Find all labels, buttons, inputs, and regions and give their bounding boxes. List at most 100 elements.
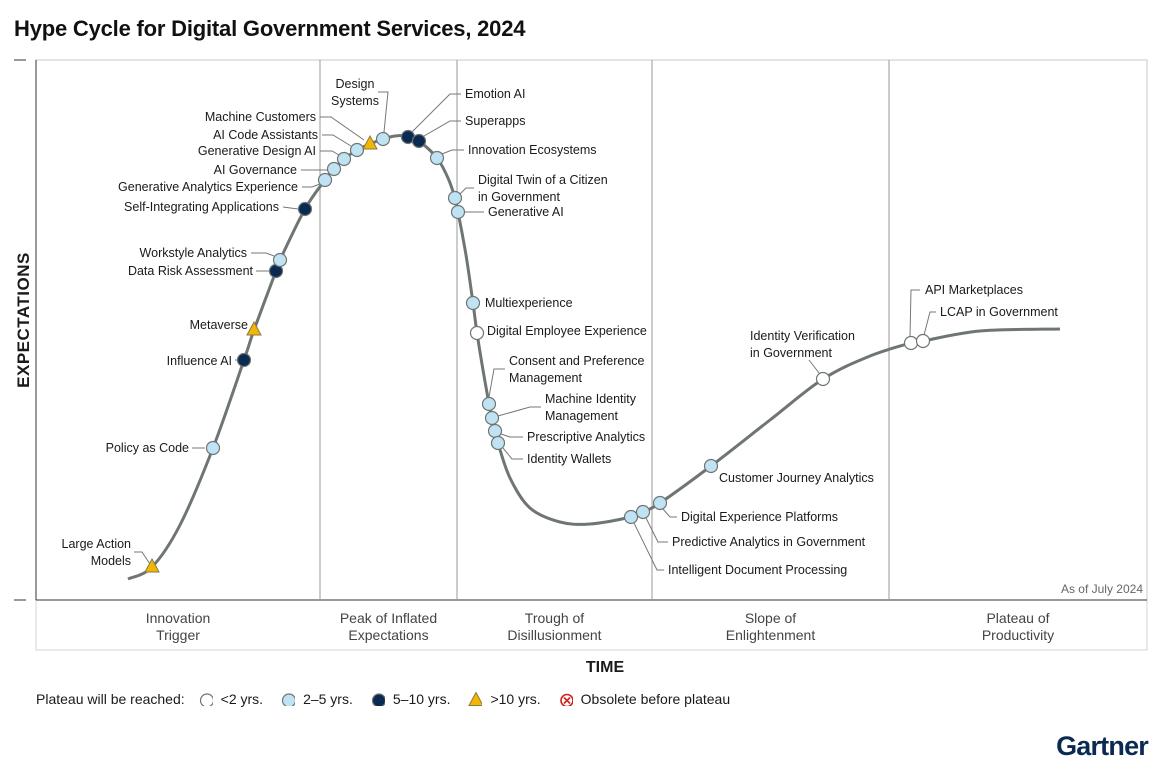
- technology-label: Multiexperience: [485, 296, 573, 310]
- leader-line: [282, 206, 299, 210]
- plot-frame: [14, 59, 1148, 651]
- technology-marker: [362, 134, 378, 150]
- page-title: Hype Cycle for Digital Government Servic…: [14, 16, 526, 41]
- technology-marker: [450, 204, 466, 220]
- technology-marker: [326, 161, 342, 177]
- legend-marker: [199, 693, 213, 706]
- technology-label: Large Action Models: [62, 537, 132, 568]
- phase-label: Peak of Inflated Expectations: [340, 610, 437, 643]
- technology-label: Influence AI: [167, 354, 232, 368]
- legend-label: Obsolete before plateau: [580, 691, 731, 707]
- phase-label: Slope of Enlightenment: [726, 610, 816, 643]
- triangle-icon: [468, 692, 483, 706]
- leader-line: [320, 116, 365, 141]
- legend-label: 2–5 yrs.: [303, 691, 353, 707]
- technology-marker: [815, 371, 831, 387]
- technology-marker: [487, 423, 503, 439]
- technology-marker: [317, 172, 333, 188]
- technology-label: Predictive Analytics in Government: [672, 535, 866, 549]
- technology-marker: [272, 252, 288, 268]
- legend: Plateau will be reached: <2 yrs. 2–5 yrs.…: [36, 691, 748, 707]
- technology-label: Data Risk Assessment: [128, 264, 254, 278]
- technology-label: Superapps: [465, 114, 525, 128]
- technology-marker: [336, 151, 352, 167]
- legend-item-5to10: 5–10 yrs.: [371, 691, 451, 707]
- leader-line: [923, 311, 936, 336]
- leader-line: [423, 120, 461, 137]
- technology-label: Policy as Code: [106, 441, 189, 455]
- technology-label: Generative Analytics Experience: [118, 180, 298, 194]
- leader-lines: [134, 91, 936, 571]
- x-circle-icon: [559, 693, 573, 706]
- technology-label: Generative Design AI: [198, 144, 316, 158]
- legend-marker: [559, 693, 573, 706]
- technology-label: Identity Wallets: [527, 452, 611, 466]
- technology-marker: [205, 440, 221, 456]
- as-of-date: As of July 2024: [1060, 582, 1143, 596]
- legend-marker: [281, 693, 296, 706]
- circle-icon: [199, 693, 213, 706]
- technology-label: Consent and Preference Management: [509, 354, 645, 385]
- technology-marker: [411, 133, 427, 149]
- legend-label: 5–10 yrs.: [392, 691, 451, 707]
- legend-item-2to5: 2–5 yrs.: [281, 691, 353, 707]
- legend-item-gt10: >10 yrs.: [468, 691, 541, 707]
- technology-label: Metaverse: [190, 318, 248, 332]
- technology-marker: [429, 150, 445, 166]
- leader-line: [662, 508, 677, 518]
- circle-icon: [281, 693, 296, 706]
- technology-label: Intelligent Document Processing: [668, 563, 847, 577]
- phase-label: Plateau of Productivity: [982, 610, 1054, 643]
- technology-marker: [481, 396, 497, 412]
- technology-marker: [144, 557, 160, 573]
- technology-label: Digital Employee Experience: [487, 324, 647, 338]
- technology-marker: [484, 410, 500, 426]
- technology-marker: [490, 435, 506, 451]
- technology-marker: [465, 295, 481, 311]
- legend-marker: [371, 693, 385, 706]
- leader-line: [497, 406, 541, 417]
- circle-icon: [371, 693, 385, 706]
- technology-label: AI Code Assistants: [213, 128, 318, 142]
- leader-line: [322, 134, 352, 147]
- leader-line: [251, 252, 275, 257]
- technology-label: Machine Identity Management: [545, 392, 637, 423]
- technology-label: Identity Verification in Government: [750, 329, 855, 360]
- technology-marker: [375, 131, 391, 147]
- legend-item-lt2: <2 yrs.: [199, 691, 263, 707]
- technology-marker: [297, 201, 313, 217]
- technology-marker: [623, 509, 639, 525]
- technology-label: Digital Twin of a Citizen in Government: [478, 173, 608, 204]
- technology-label: Innovation Ecosystems: [468, 143, 597, 157]
- technology-label: Machine Customers: [205, 110, 316, 124]
- technology-marker: [915, 333, 931, 349]
- technology-label: Prescriptive Analytics: [527, 430, 645, 444]
- leader-line: [459, 187, 474, 195]
- technology-marker: [903, 335, 919, 351]
- technology-label: AI Governance: [214, 163, 297, 177]
- leader-line: [488, 368, 505, 398]
- leader-line: [645, 517, 668, 543]
- technology-label: Generative AI: [488, 205, 564, 219]
- leader-line: [909, 289, 920, 338]
- technology-marker: [246, 320, 262, 336]
- legend-title: Plateau will be reached:: [36, 691, 185, 707]
- leader-line: [378, 91, 389, 133]
- technology-markers: [144, 129, 931, 573]
- leader-line: [500, 433, 523, 438]
- gartner-logo: Gartner: [1056, 731, 1149, 761]
- technology-marker: [447, 190, 463, 206]
- leader-line: [633, 522, 664, 571]
- technology-label: Self-Integrating Applications: [124, 200, 279, 214]
- leader-line: [502, 447, 523, 460]
- legend-item-obsolete: Obsolete before plateau: [559, 691, 730, 707]
- technology-label: Design Systems: [331, 77, 379, 108]
- leader-line: [302, 183, 321, 188]
- x-axis-label: TIME: [585, 659, 625, 676]
- legend-label: <2 yrs.: [220, 691, 264, 707]
- leader-line: [441, 149, 464, 155]
- phase-label: Trough of Disillusionment: [507, 610, 601, 643]
- legend-marker: [468, 692, 483, 706]
- technology-marker: [703, 458, 719, 474]
- technology-label: Emotion AI: [465, 87, 525, 101]
